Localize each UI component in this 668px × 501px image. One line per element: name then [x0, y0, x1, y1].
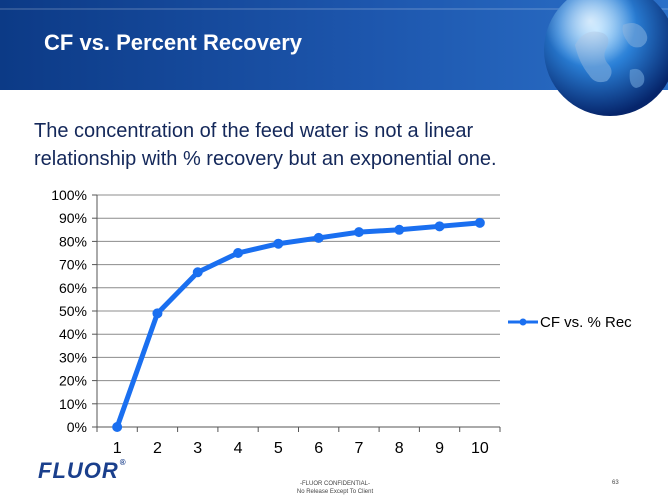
fluor-logo-text: FLUOR: [38, 458, 119, 483]
release-note: No Release Except To Client: [296, 489, 374, 495]
data-point: [394, 224, 405, 235]
data-point: [112, 422, 123, 432]
slide-title: CF vs. Percent Recovery: [44, 30, 303, 55]
y-tick-label: 90%: [59, 210, 87, 226]
x-tick-label: 8: [395, 440, 404, 457]
y-tick-label: 60%: [59, 280, 87, 296]
data-point: [273, 238, 284, 249]
body-line-1: The concentration of the feed water is n…: [34, 120, 474, 142]
y-tick-label: 40%: [59, 326, 87, 342]
y-tick-label: 20%: [59, 373, 87, 389]
data-point: [313, 232, 324, 243]
data-point: [192, 267, 203, 278]
y-tick-label: 70%: [59, 257, 87, 273]
data-point: [353, 227, 364, 238]
y-tick-label: 30%: [59, 349, 87, 365]
registered-mark: ®: [119, 458, 127, 467]
body-text: The concentration of the feed water is n…: [34, 117, 594, 173]
x-tick-label: 2: [153, 440, 162, 457]
data-point: [233, 248, 244, 258]
series-line: [114, 220, 483, 430]
x-tick-label: 3: [193, 440, 202, 457]
body-line-2: relationship with % recovery but an expo…: [34, 148, 497, 170]
y-tick-label: 80%: [59, 233, 87, 249]
header-highlight: [0, 8, 668, 10]
data-point: [434, 221, 445, 232]
y-tick-label: 100%: [51, 187, 87, 203]
legend-marker: [519, 318, 527, 326]
x-tick-label: 9: [435, 440, 444, 457]
globe-icon: [544, 0, 668, 116]
legend-label: CF vs. % Rec: [540, 314, 632, 331]
y-tick-label: 50%: [59, 303, 87, 319]
y-tick-label: 0%: [67, 419, 87, 435]
confidential-notice: -FLUOR CONFIDENTIAL- No Release Except T…: [250, 480, 420, 496]
x-tick-label: 4: [234, 440, 243, 457]
data-point: [152, 308, 163, 319]
x-tick-label: 10: [471, 440, 489, 457]
y-tick-label: 10%: [59, 396, 87, 412]
x-tick-label: 5: [274, 440, 283, 457]
x-tick-label: 7: [354, 440, 363, 457]
data-point: [474, 217, 485, 228]
confidential-label: -FLUOR CONFIDENTIAL-: [299, 481, 370, 487]
fluor-logo: FLUOR®: [38, 458, 127, 484]
x-tick-label: 1: [113, 440, 122, 457]
cf-recovery-chart: 0% 10% 20% 30% 40% 50% 60% 70% 80% 90% 100% 1 2 3 4 5 6 7…: [51, 187, 632, 457]
x-tick-label: 6: [314, 440, 323, 457]
page-number: 63: [612, 480, 619, 486]
